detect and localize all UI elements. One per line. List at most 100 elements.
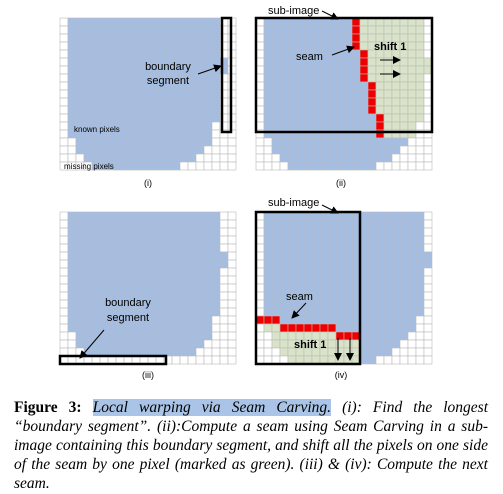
pixel-cell <box>67 33 77 43</box>
pixel-cell <box>375 121 385 131</box>
pixel-cell <box>327 41 337 51</box>
pixel-cell <box>211 259 221 269</box>
pixel-cell <box>219 137 229 147</box>
pixel-cell <box>335 65 345 75</box>
pixel-cell <box>171 97 181 107</box>
pixel-cell <box>219 315 229 325</box>
pixel-cell <box>351 73 361 83</box>
pixel-cell <box>147 275 157 285</box>
pixel-cell <box>407 259 417 269</box>
pixel-cell <box>59 153 69 163</box>
pixel-cell <box>227 243 237 253</box>
pixel-cell <box>83 219 93 229</box>
pixel-cell <box>91 81 101 91</box>
pixel-cell <box>123 161 133 171</box>
pixel-cell <box>155 105 165 115</box>
pixel-cell <box>367 65 377 75</box>
pixel-cell <box>187 211 197 221</box>
pixel-cell <box>59 307 69 317</box>
pixel-cell <box>351 113 361 123</box>
pixel-cell <box>375 145 385 155</box>
pixel-cell <box>415 331 425 341</box>
pixel-cell <box>75 219 85 229</box>
pixel-cell <box>423 153 433 163</box>
pixel-cell <box>407 267 417 277</box>
pixel-cell <box>179 97 189 107</box>
pixel-cell <box>179 339 189 349</box>
pixel-cell <box>107 81 117 91</box>
pixel-cell <box>179 315 189 325</box>
pixel-cell <box>407 121 417 131</box>
pixel-cell <box>407 113 417 123</box>
panel-label: (iv) <box>335 370 348 380</box>
pixel-cell <box>263 243 273 253</box>
pixel-cell <box>195 235 205 245</box>
pixel-cell <box>115 153 125 163</box>
pixel-cell <box>195 89 205 99</box>
pixel-cell <box>359 121 369 131</box>
pixel-cell <box>295 251 305 261</box>
pixel-cell <box>319 323 329 333</box>
pixel-cell <box>383 299 393 309</box>
pixel-cell <box>219 323 229 333</box>
pixel-cell <box>171 105 181 115</box>
pixel-cell <box>139 89 149 99</box>
pixel-cell <box>131 97 141 107</box>
pixel-cell <box>383 73 393 83</box>
pixel-cell <box>171 25 181 35</box>
pixel-cell <box>83 41 93 51</box>
pixel-cell <box>287 73 297 83</box>
pixel-cell <box>391 121 401 131</box>
pixel-cell <box>311 219 321 229</box>
pixel-cell <box>263 33 273 43</box>
pixel-cell <box>163 89 173 99</box>
pixel-cell <box>311 267 321 277</box>
pixel-cell <box>375 315 385 325</box>
pixel-cell <box>123 137 133 147</box>
pixel-cell <box>311 307 321 317</box>
pixel-cell <box>179 161 189 171</box>
pixel-cell <box>211 251 221 261</box>
pixel-cell <box>123 235 133 245</box>
pixel-cell <box>99 153 109 163</box>
pixel-cell <box>303 161 313 171</box>
pixel-cell <box>195 161 205 171</box>
pixel-cell <box>383 145 393 155</box>
pixel-cell <box>375 81 385 91</box>
pixel-cell <box>179 275 189 285</box>
pixel-cell <box>171 339 181 349</box>
pixel-cell <box>399 331 409 341</box>
pixel-cell <box>415 291 425 301</box>
pixel-cell <box>131 275 141 285</box>
pixel-cell <box>375 153 385 163</box>
pixel-cell <box>407 331 417 341</box>
pixel-cell <box>203 251 213 261</box>
pixel-cell <box>131 129 141 139</box>
pixel-cell <box>399 113 409 123</box>
pixel-cell <box>415 267 425 277</box>
pixel-cell <box>139 251 149 261</box>
pixel-cell <box>187 267 197 277</box>
pixel-cell <box>99 81 109 91</box>
pixel-cell <box>139 227 149 237</box>
pixel-cell <box>83 243 93 253</box>
pixel-cell <box>147 251 157 261</box>
pixel-cell <box>415 121 425 131</box>
pixel-cell <box>75 65 85 75</box>
pixel-cell <box>99 219 109 229</box>
pixel-cell <box>319 113 329 123</box>
sub-image-box <box>254 16 434 134</box>
pixel-cell <box>115 161 125 171</box>
pixel-cell <box>375 243 385 253</box>
pixel-cell <box>407 291 417 301</box>
pixel-cell <box>343 235 353 245</box>
pixel-cell <box>391 339 401 349</box>
pixel-cell <box>295 323 305 333</box>
pixel-cell <box>75 105 85 115</box>
pixel-cell <box>227 291 237 301</box>
pixel-cell <box>75 307 85 317</box>
pixel-cell <box>359 113 369 123</box>
pixel-cell <box>375 299 385 309</box>
pixel-cell <box>211 105 221 115</box>
pixel-cell <box>303 267 313 277</box>
